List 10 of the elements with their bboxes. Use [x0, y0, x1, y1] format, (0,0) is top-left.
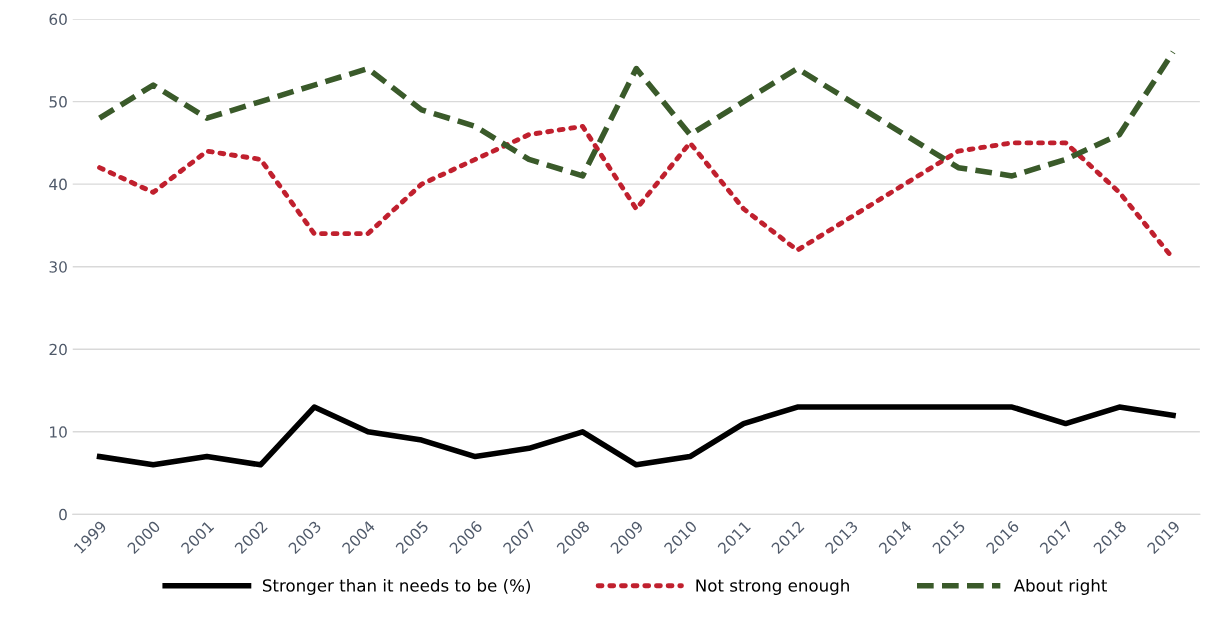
legend-label: Not strong enough [696, 578, 849, 596]
y-tick-label: 40 [49, 178, 67, 191]
legend-label: Stronger than it needs to be (%) [262, 578, 531, 596]
y-tick-label: 10 [50, 426, 67, 438]
legend-label: About right [1013, 578, 1108, 596]
y-tick-label: 30 [49, 261, 67, 273]
y-tick-label: 20 [49, 343, 67, 356]
y-tick-label: 0 [59, 508, 67, 521]
y-tick-label: 50 [49, 96, 67, 108]
y-tick-label: 60 [49, 13, 67, 26]
